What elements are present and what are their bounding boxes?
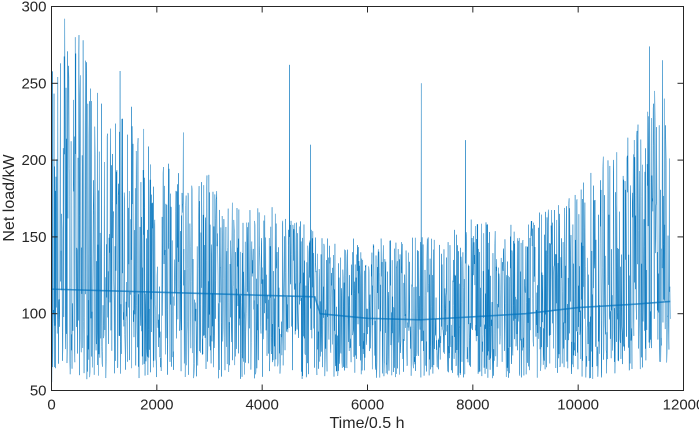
x-axis-label: Time/0.5 h xyxy=(330,415,405,432)
plot-frame xyxy=(51,6,684,391)
plot-area xyxy=(51,18,671,383)
net-load-series-line xyxy=(51,18,671,383)
y-axis: 50 100 150 200 250 300 xyxy=(21,0,684,400)
net-load-baseline xyxy=(51,288,671,321)
x-tick-label: 2000 xyxy=(140,397,173,414)
x-tick-label: 4000 xyxy=(245,397,278,414)
y-tick-label: 150 xyxy=(21,229,46,246)
x-tick-label: 12000 xyxy=(663,397,699,414)
y-tick-label: 100 xyxy=(21,306,46,323)
y-tick-label: 200 xyxy=(21,152,46,169)
y-tick-label: 250 xyxy=(21,75,46,92)
x-tick-label: 0 xyxy=(47,397,55,414)
y-axis-label: Net load/kW xyxy=(1,154,18,242)
x-tick-label: 6000 xyxy=(351,397,384,414)
x-tick-label: 8000 xyxy=(456,397,489,414)
x-tick-label: 10000 xyxy=(557,397,599,414)
y-tick-label: 50 xyxy=(30,383,47,400)
y-tick-label: 300 xyxy=(21,0,46,16)
